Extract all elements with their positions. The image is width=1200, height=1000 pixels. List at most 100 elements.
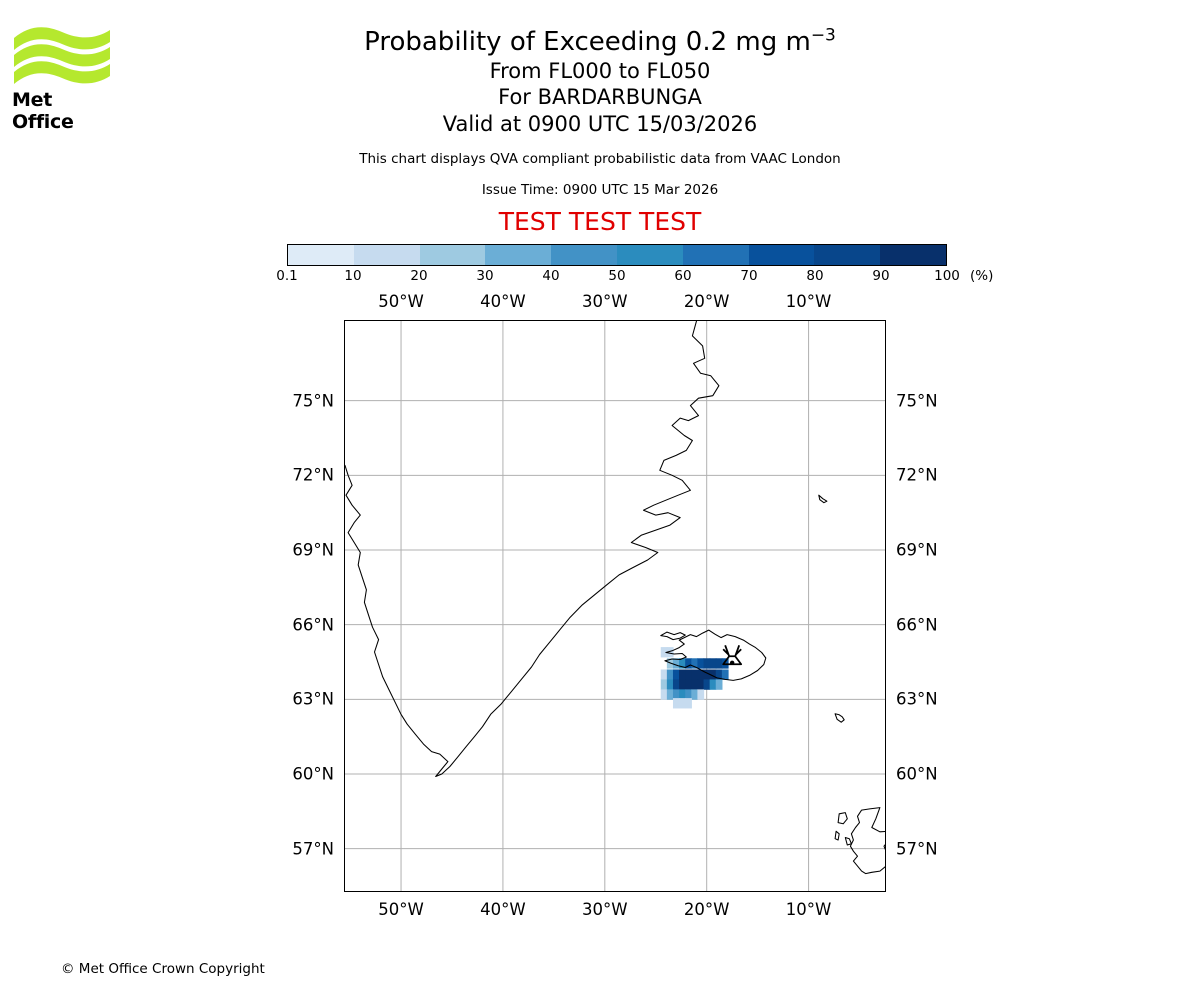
ash-cell [660,669,668,680]
colorbar-tick-40: 40 [542,268,560,284]
lon-label-top-10°W: 10°W [785,292,832,311]
coastline-layer [345,321,885,875]
ash-cell [691,669,699,680]
volcano-vent-dot [729,660,735,665]
ash-cell [703,669,711,680]
coastline-path [837,812,848,825]
colorbar-gradient [287,244,947,266]
ash-cell [697,669,705,680]
ash-cell [685,679,692,690]
ash-cell [679,698,686,709]
ash-cell [660,679,668,690]
coastline-path [660,631,686,641]
ash-cell [697,679,705,690]
map-gridlines [345,321,885,891]
probability-colorbar [287,244,947,266]
lat-label-left-60°N: 60°N [292,764,334,784]
page-title-exponent: −3 [810,25,836,46]
valid-time-subtitle: Valid at 0900 UTC 15/03/2026 [442,111,758,136]
colorbar-tick-0.1: 0.1 [276,268,298,284]
lon-label-top-30°W: 30°W [582,292,628,311]
met-office-logo: Met Office [12,22,112,133]
ash-cell [672,679,680,690]
lat-label-right-72°N: 72°N [896,465,938,485]
lat-label-right-75°N: 75°N [896,391,938,411]
lon-label-bottom-10°W: 10°W [785,900,832,919]
colorbar-segment-6 [682,245,749,265]
lat-label-left-75°N: 75°N [292,391,334,411]
met-office-logo-text: Met Office [12,89,74,133]
colorbar-tick-90: 90 [872,268,890,284]
ash-cell [679,679,686,690]
coastline-path [834,830,840,841]
lat-label-right-63°N: 63°N [896,689,938,709]
volcano-marker-icon [722,644,743,666]
issue-time-text: Issue Time: 0900 UTC 15 Mar 2026 [481,182,719,199]
ash-cell [672,669,680,680]
colorbar-segment-9 [880,245,946,265]
ash-cell [691,679,699,690]
ash-cell [691,658,699,669]
volcano-symbol [722,644,743,666]
ash-cell [715,669,723,680]
page-title-text: Probability of Exceeding 0.2 mg m [364,27,811,57]
test-banner: TEST TEST TEST [498,207,702,237]
coastline-path [834,713,845,723]
disclaimer-text: This chart displays QVA compliant probab… [359,151,841,168]
lat-label-left-72°N: 72°N [292,465,334,485]
colorbar-unit-label: (%) [970,268,994,284]
ash-cell [685,669,692,680]
colorbar-segment-2 [419,245,486,265]
lon-label-bottom-30°W: 30°W [582,900,628,919]
ash-cell [666,647,674,658]
ash-cell [697,658,705,669]
colorbar-segment-1 [353,245,420,265]
ash-cell [685,658,692,669]
ash-cell [660,689,668,700]
colorbar-tick-10: 10 [344,268,362,284]
copyright-notice: © Met Office Crown Copyright [61,961,265,977]
ash-cell [709,669,717,680]
colorbar-segment-4 [551,245,617,265]
colorbar-tick-60: 60 [674,268,692,284]
colorbar-tick-50: 50 [608,268,626,284]
ash-cell [660,647,668,658]
lat-label-right-66°N: 66°N [896,615,938,635]
colorbar-tick-100: 100 [934,268,960,284]
lon-label-bottom-50°W: 50°W [378,900,424,919]
ash-cell [715,658,723,669]
colorbar-segment-0 [288,245,354,265]
lon-label-bottom-40°W: 40°W [480,900,526,919]
lon-label-bottom-20°W: 20°W [683,900,730,919]
ash-cell [672,698,680,709]
lon-label-top-50°W: 50°W [378,292,424,311]
ash-concentration-layer [660,647,729,709]
ash-cell [679,669,686,680]
lat-label-right-69°N: 69°N [896,540,938,560]
flight-level-subtitle: From FL000 to FL050 [489,58,711,83]
map-canvas [345,321,885,891]
ash-cell [679,658,686,669]
ash-cell [697,689,705,700]
ash-cell [685,689,692,700]
volcano-subtitle: For BARDARBUNGA [498,85,702,110]
lon-label-top-20°W: 20°W [683,292,730,311]
lat-label-left-66°N: 66°N [292,615,334,635]
ash-cell [709,679,717,690]
ash-cell [721,669,729,680]
ash-cell [703,679,711,690]
map-plot-area [344,320,886,892]
colorbar-segment-5 [616,245,683,265]
lat-label-right-57°N: 57°N [896,839,938,859]
ash-cell [672,689,680,700]
coastline-path [664,629,767,681]
colorbar-tick-30: 30 [476,268,494,284]
chart-header: Probability of Exceeding 0.2 mg m−3 From… [0,0,1200,236]
ash-cell [715,679,723,690]
colorbar-tick-20: 20 [410,268,428,284]
colorbar-segment-8 [814,245,881,265]
ash-cell [691,689,699,700]
colorbar-tick-70: 70 [740,268,758,284]
lat-label-right-60°N: 60°N [896,764,938,784]
ash-cell [666,689,674,700]
